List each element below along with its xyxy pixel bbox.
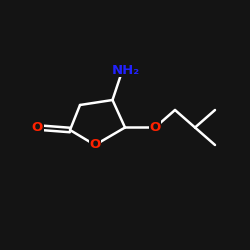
Text: NH₂: NH₂ xyxy=(112,64,140,76)
Text: O: O xyxy=(150,121,160,134)
Text: O: O xyxy=(90,138,101,151)
Text: O: O xyxy=(32,121,43,134)
